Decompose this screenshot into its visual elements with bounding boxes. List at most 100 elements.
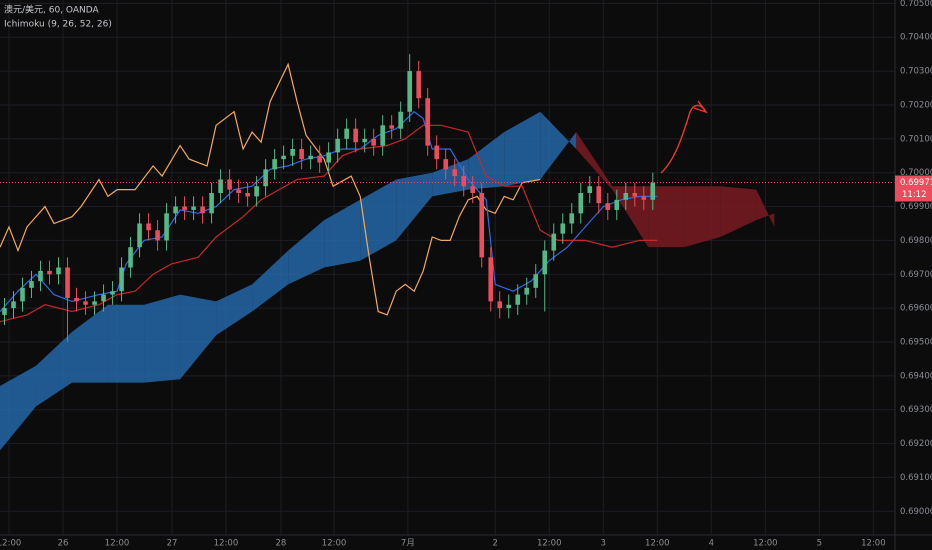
candle-body [11, 301, 16, 309]
cloud-segment [324, 199, 361, 268]
candle-body [272, 159, 277, 170]
candle-body [524, 287, 530, 295]
x-tick-label: 12:00 [537, 539, 562, 549]
x-tick-label: 12:00 [753, 539, 778, 549]
drawn-arrow [660, 104, 706, 174]
cloud-segment [288, 220, 325, 285]
x-tick-label: 12:00 [645, 539, 670, 549]
y-tick-label: 0.70500 [900, 0, 932, 9]
candle-body [74, 297, 79, 302]
candle-body [299, 148, 304, 160]
candle-body [506, 304, 512, 309]
candle-body [578, 193, 584, 214]
candle-body [245, 193, 250, 197]
candle-body [326, 152, 331, 163]
candle-body [479, 193, 485, 258]
last-price-label: 0.69971 [900, 178, 932, 188]
candle-body [137, 223, 142, 248]
candle-body [164, 213, 169, 241]
cloud-segment [612, 186, 649, 248]
candle-body [290, 148, 295, 156]
y-tick-label: 0.69900 [900, 202, 932, 212]
plot-area [0, 54, 895, 451]
candle-body [542, 250, 548, 275]
y-tick-label: 0.69700 [900, 270, 932, 280]
y-tick-label: 0.70000 [900, 168, 932, 178]
candle-body [416, 71, 421, 99]
cloud-segment [216, 284, 253, 336]
candle-body [551, 233, 557, 251]
y-tick-label: 0.69600 [900, 304, 932, 314]
cloud-segment [540, 111, 577, 180]
y-tick-label: 0.69300 [900, 405, 932, 415]
candle-body [632, 193, 638, 197]
candle-body [38, 270, 43, 282]
candle-body [281, 155, 286, 160]
x-tick-label: 12:00 [861, 539, 886, 549]
candle-body [434, 145, 439, 160]
x-tick-label: 12:00 [214, 539, 239, 549]
x-tick-label: 4 [709, 539, 714, 549]
y-tick-label: 0.69500 [900, 337, 932, 347]
x-tick-label: 28 [276, 539, 287, 549]
cloud-segment [108, 304, 145, 383]
candle-body [353, 128, 358, 143]
cloud-segment [576, 132, 613, 190]
candle-body [587, 186, 593, 194]
candle-body [56, 267, 61, 275]
candle-body [20, 287, 25, 302]
x-tick-label: 12:00 [0, 539, 21, 549]
candle-body [515, 294, 521, 305]
candle-body [110, 291, 115, 295]
x-tick-label: 27 [167, 539, 178, 549]
x-tick-label: 5 [817, 539, 822, 549]
candle-body [308, 155, 313, 160]
candle-body [128, 247, 133, 268]
cloud-segment [468, 132, 505, 190]
cloud-segment [72, 304, 109, 383]
x-tick-label: 2 [493, 539, 498, 549]
x-tick-label: 7月 [401, 539, 415, 549]
candle-body [236, 189, 241, 194]
candle-body [362, 138, 367, 143]
cloud-segment [0, 365, 37, 451]
candle-body [335, 138, 340, 153]
candle-body [146, 223, 151, 231]
candle-body [191, 206, 196, 210]
candle-body [200, 206, 205, 214]
y-tick-label: 0.69200 [900, 439, 932, 449]
y-tick-label: 0.69400 [900, 371, 932, 381]
candle-body [155, 230, 160, 241]
candle-body [182, 206, 187, 210]
cloud-segment [360, 179, 397, 261]
candle-body [380, 125, 385, 146]
candle-body [92, 301, 97, 305]
candle-body [614, 199, 620, 210]
candle-body [227, 179, 232, 190]
x-tick-label: 3 [601, 539, 606, 549]
candle-body [101, 294, 106, 302]
candle-body [173, 206, 178, 214]
y-tick-label: 0.70200 [900, 100, 932, 110]
candle-body [596, 186, 602, 204]
last-price-box [895, 175, 932, 202]
candle-body [461, 176, 467, 187]
cloud-segment [180, 294, 217, 380]
candle-body [488, 257, 494, 302]
candle-body [425, 98, 430, 146]
candle-body [218, 179, 223, 194]
candle-body [65, 267, 70, 298]
candle-body [371, 138, 376, 146]
candle-body [119, 267, 124, 292]
countdown-label: 11:12 [902, 190, 927, 200]
indicator-line [0, 62, 541, 316]
candle-body [497, 301, 503, 309]
candle-body [263, 169, 268, 187]
cloud-segment [648, 186, 685, 248]
candle-body [254, 186, 259, 197]
x-tick-label: 26 [58, 539, 69, 549]
candle-body [623, 193, 629, 200]
